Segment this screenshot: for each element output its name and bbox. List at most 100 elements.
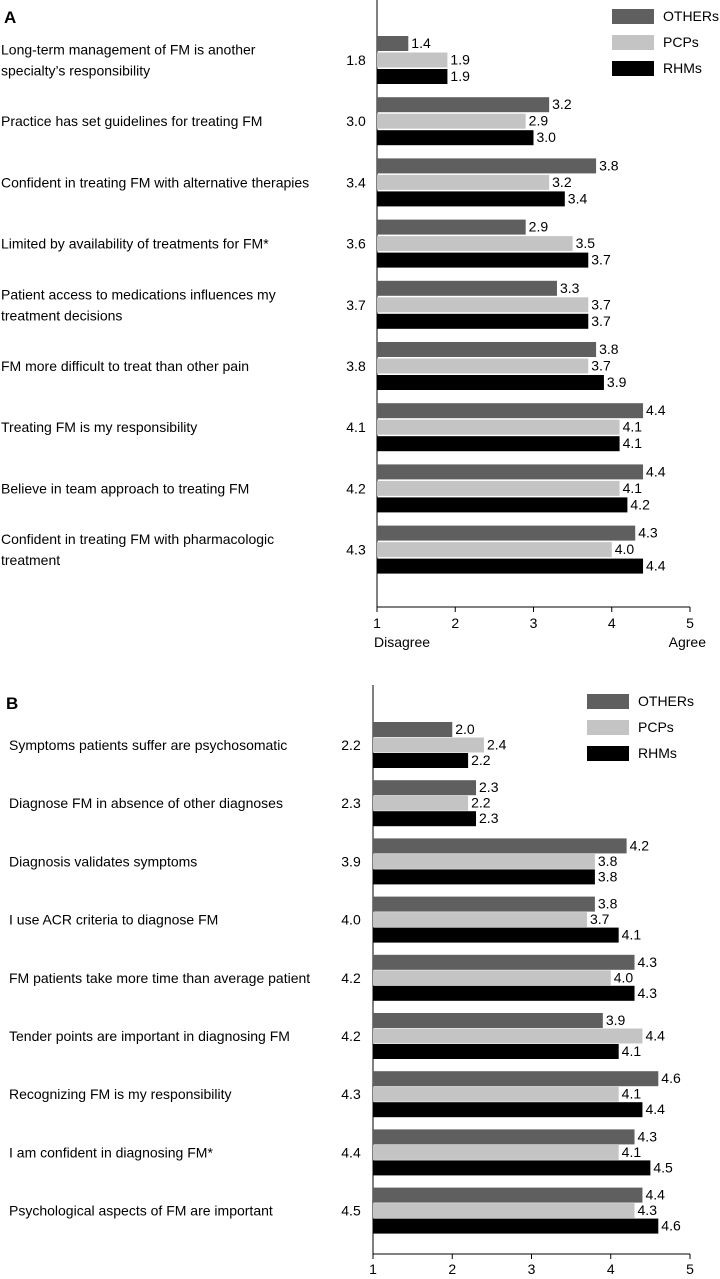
bar-pcps xyxy=(373,912,587,928)
bar-pcps xyxy=(373,970,611,986)
overall-mean-label: 3.8 xyxy=(346,358,366,374)
bar-pcps xyxy=(377,419,620,435)
bar-pcps xyxy=(377,174,550,190)
overall-mean-label: 3.4 xyxy=(346,174,366,190)
x-tick-label: 5 xyxy=(686,615,694,631)
bar-value-label: 3.7 xyxy=(591,358,611,374)
category-label: specialty’s responsibility xyxy=(1,63,150,79)
bar-value-label: 1.9 xyxy=(450,52,470,68)
bar-others xyxy=(377,464,644,480)
bar-rhms xyxy=(377,191,565,207)
bar-value-label: 4.5 xyxy=(653,1159,673,1175)
bar-pcps xyxy=(377,52,448,68)
category-label: treatment decisions xyxy=(1,307,122,323)
bar-value-label: 4.3 xyxy=(638,985,658,1001)
bar-rhms xyxy=(373,1160,651,1176)
chart-a-svg: 1 2 3 4 5 Disagree Agree Long-term management o… xyxy=(1,0,706,650)
category-label: Confident in treating FM with alternativ… xyxy=(1,174,309,190)
bar-value-label: 4.1 xyxy=(622,1144,642,1160)
category-label: Psychological aspects of FM are importan… xyxy=(9,1203,273,1219)
legend-swatch-others xyxy=(587,693,629,709)
legend: OTHERs PCPs RHMs xyxy=(612,3,719,81)
legend-swatch-rhms xyxy=(612,60,654,76)
bar-rhms xyxy=(377,497,628,513)
legend-item-others: OTHERs xyxy=(612,3,719,29)
category-label: FM patients take more time than average … xyxy=(9,970,310,986)
bar-rhms xyxy=(373,927,619,943)
bar-others xyxy=(373,722,453,737)
x-tick-label: 5 xyxy=(686,1261,694,1277)
bar-value-label: 2.0 xyxy=(455,721,475,737)
overall-mean-label: 3.7 xyxy=(346,297,366,313)
overall-mean-label: 4.4 xyxy=(341,1144,361,1160)
panel-letter: A xyxy=(4,8,17,27)
bar-value-label: 4.4 xyxy=(645,1028,665,1044)
bar-value-label: 3.7 xyxy=(591,296,611,312)
bar-rhms xyxy=(377,313,589,329)
bar-value-label: 3.7 xyxy=(591,252,611,268)
bar-rhms xyxy=(377,69,448,84)
overall-mean-label: 4.2 xyxy=(346,480,366,496)
x-tick-label: 3 xyxy=(528,1261,536,1277)
bar-others xyxy=(377,525,636,541)
bar-rhms xyxy=(377,558,644,574)
bar-rhms xyxy=(373,1044,619,1059)
x-tick-label: 2 xyxy=(448,1261,456,1277)
bar-value-label: 3.8 xyxy=(599,341,619,357)
bar-pcps xyxy=(377,480,620,496)
bar-pcps xyxy=(373,1086,619,1102)
bar-others xyxy=(373,954,635,970)
bar-value-label: 4.4 xyxy=(646,463,666,479)
overall-mean-label: 4.2 xyxy=(341,1028,361,1044)
overall-mean-label: 4.5 xyxy=(341,1203,361,1219)
legend-swatch-pcps xyxy=(587,719,629,735)
overall-mean-label: 4.3 xyxy=(346,542,366,558)
legend-item-rhms: RHMs xyxy=(587,740,694,766)
category-label: treatment xyxy=(1,552,60,568)
legend-label-others: OTHERs xyxy=(663,8,719,24)
bar-others xyxy=(373,1187,643,1203)
bar-value-label: 4.6 xyxy=(661,1070,681,1086)
bar-others xyxy=(377,36,409,51)
category-label: Patient access to medications influences… xyxy=(1,286,276,302)
legend-item-pcps: PCPs xyxy=(587,714,694,740)
bar-value-label: 3.9 xyxy=(606,1012,626,1028)
bar-pcps xyxy=(373,1028,643,1044)
bar-others xyxy=(373,1129,635,1145)
x-tick-label: 2 xyxy=(451,615,459,631)
legend-item-others: OTHERs xyxy=(587,688,694,714)
category-label: I use ACR criteria to diagnose FM xyxy=(9,912,218,928)
bar-value-label: 4.3 xyxy=(638,1128,658,1144)
overall-mean-label: 2.3 xyxy=(341,795,361,811)
x-tick-label: 1 xyxy=(373,615,381,631)
legend-label-others: OTHERs xyxy=(638,693,694,709)
category-label: Treating FM is my responsibility xyxy=(1,419,197,435)
bar-rhms xyxy=(377,252,589,268)
x-tick-label: 3 xyxy=(530,615,538,631)
overall-mean-label: 2.2 xyxy=(341,737,361,753)
category-label: I am confident in diagnosing FM* xyxy=(9,1144,213,1160)
legend-label-rhms: RHMs xyxy=(663,60,702,76)
bar-others xyxy=(377,97,550,113)
bar-value-label: 4.1 xyxy=(622,1043,642,1059)
x-axis-label-disagree: Disagree xyxy=(374,634,430,650)
bar-value-label: 1.9 xyxy=(450,68,470,84)
bar-value-label: 4.1 xyxy=(623,419,643,435)
category-label: Believe in team approach to treating FM xyxy=(1,480,249,496)
bar-value-label: 3.5 xyxy=(576,235,596,251)
panel-b-chart: B 12345DisagreeAgreeSymptoms patients su… xyxy=(0,660,720,1279)
bar-rhms xyxy=(373,811,477,827)
bar-value-label: 3.7 xyxy=(590,911,610,927)
bar-pcps xyxy=(377,297,589,313)
panel-a-chart: A 1 2 3 4 5 Disagree Agree Long-term management… xyxy=(1,0,719,650)
legend: OTHERs PCPs RHMs xyxy=(587,688,694,766)
bar-pcps xyxy=(377,113,526,129)
bar-others xyxy=(377,342,597,357)
bar-rhms xyxy=(377,436,620,452)
bar-value-label: 4.3 xyxy=(638,954,658,970)
bar-pcps xyxy=(373,737,484,753)
bar-value-label: 3.9 xyxy=(607,374,627,390)
bar-value-label: 4.1 xyxy=(622,1086,642,1102)
overall-mean-label: 3.9 xyxy=(341,853,361,869)
bar-rhms xyxy=(377,375,604,390)
